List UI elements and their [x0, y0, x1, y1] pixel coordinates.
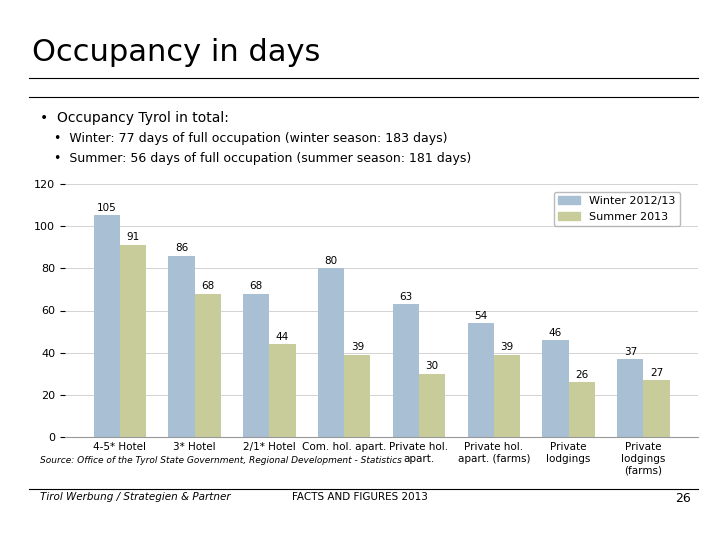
- Bar: [120, 245, 146, 437]
- Bar: [269, 345, 296, 437]
- Text: 37: 37: [624, 347, 637, 356]
- Bar: [494, 355, 520, 437]
- Text: 27: 27: [650, 368, 663, 378]
- Legend: Winter 2012/13, Summer 2013: Winter 2012/13, Summer 2013: [554, 192, 680, 226]
- Text: •  Summer: 56 days of full occupation (summer season: 181 days): • Summer: 56 days of full occupation (su…: [54, 152, 472, 165]
- Text: Occupancy in days: Occupancy in days: [32, 38, 321, 67]
- Text: 44: 44: [276, 332, 289, 342]
- Bar: [318, 268, 344, 437]
- Text: 68: 68: [250, 281, 263, 291]
- Text: •  Winter: 77 days of full occupation (winter season: 183 days): • Winter: 77 days of full occupation (wi…: [54, 132, 448, 145]
- Text: 86: 86: [175, 243, 188, 253]
- Text: 63: 63: [400, 292, 413, 302]
- Text: Source: Office of the Tyrol State Government, Regional Development - Statistics: Source: Office of the Tyrol State Govern…: [40, 456, 402, 465]
- Text: 39: 39: [500, 342, 513, 353]
- Text: 30: 30: [426, 361, 438, 372]
- Bar: [617, 359, 644, 437]
- Text: FACTS AND FIGURES 2013: FACTS AND FIGURES 2013: [292, 492, 428, 503]
- Text: 91: 91: [126, 232, 140, 242]
- Bar: [419, 374, 445, 437]
- Bar: [644, 380, 670, 437]
- Bar: [168, 255, 194, 437]
- Bar: [542, 340, 569, 437]
- Text: 26: 26: [575, 370, 588, 380]
- Text: 68: 68: [201, 281, 215, 291]
- Text: Tirol Werbung / Strategien & Partner: Tirol Werbung / Strategien & Partner: [40, 492, 230, 503]
- Text: 26: 26: [675, 492, 691, 505]
- Bar: [344, 355, 370, 437]
- Bar: [194, 294, 221, 437]
- Text: 54: 54: [474, 310, 487, 321]
- Bar: [467, 323, 494, 437]
- Bar: [569, 382, 595, 437]
- Text: 105: 105: [96, 203, 117, 213]
- Text: 39: 39: [351, 342, 364, 353]
- Text: 46: 46: [549, 328, 562, 338]
- Bar: [94, 215, 120, 437]
- Bar: [393, 304, 419, 437]
- Bar: [243, 294, 269, 437]
- Text: •  Occupancy Tyrol in total:: • Occupancy Tyrol in total:: [40, 111, 228, 125]
- Text: 80: 80: [325, 255, 338, 266]
